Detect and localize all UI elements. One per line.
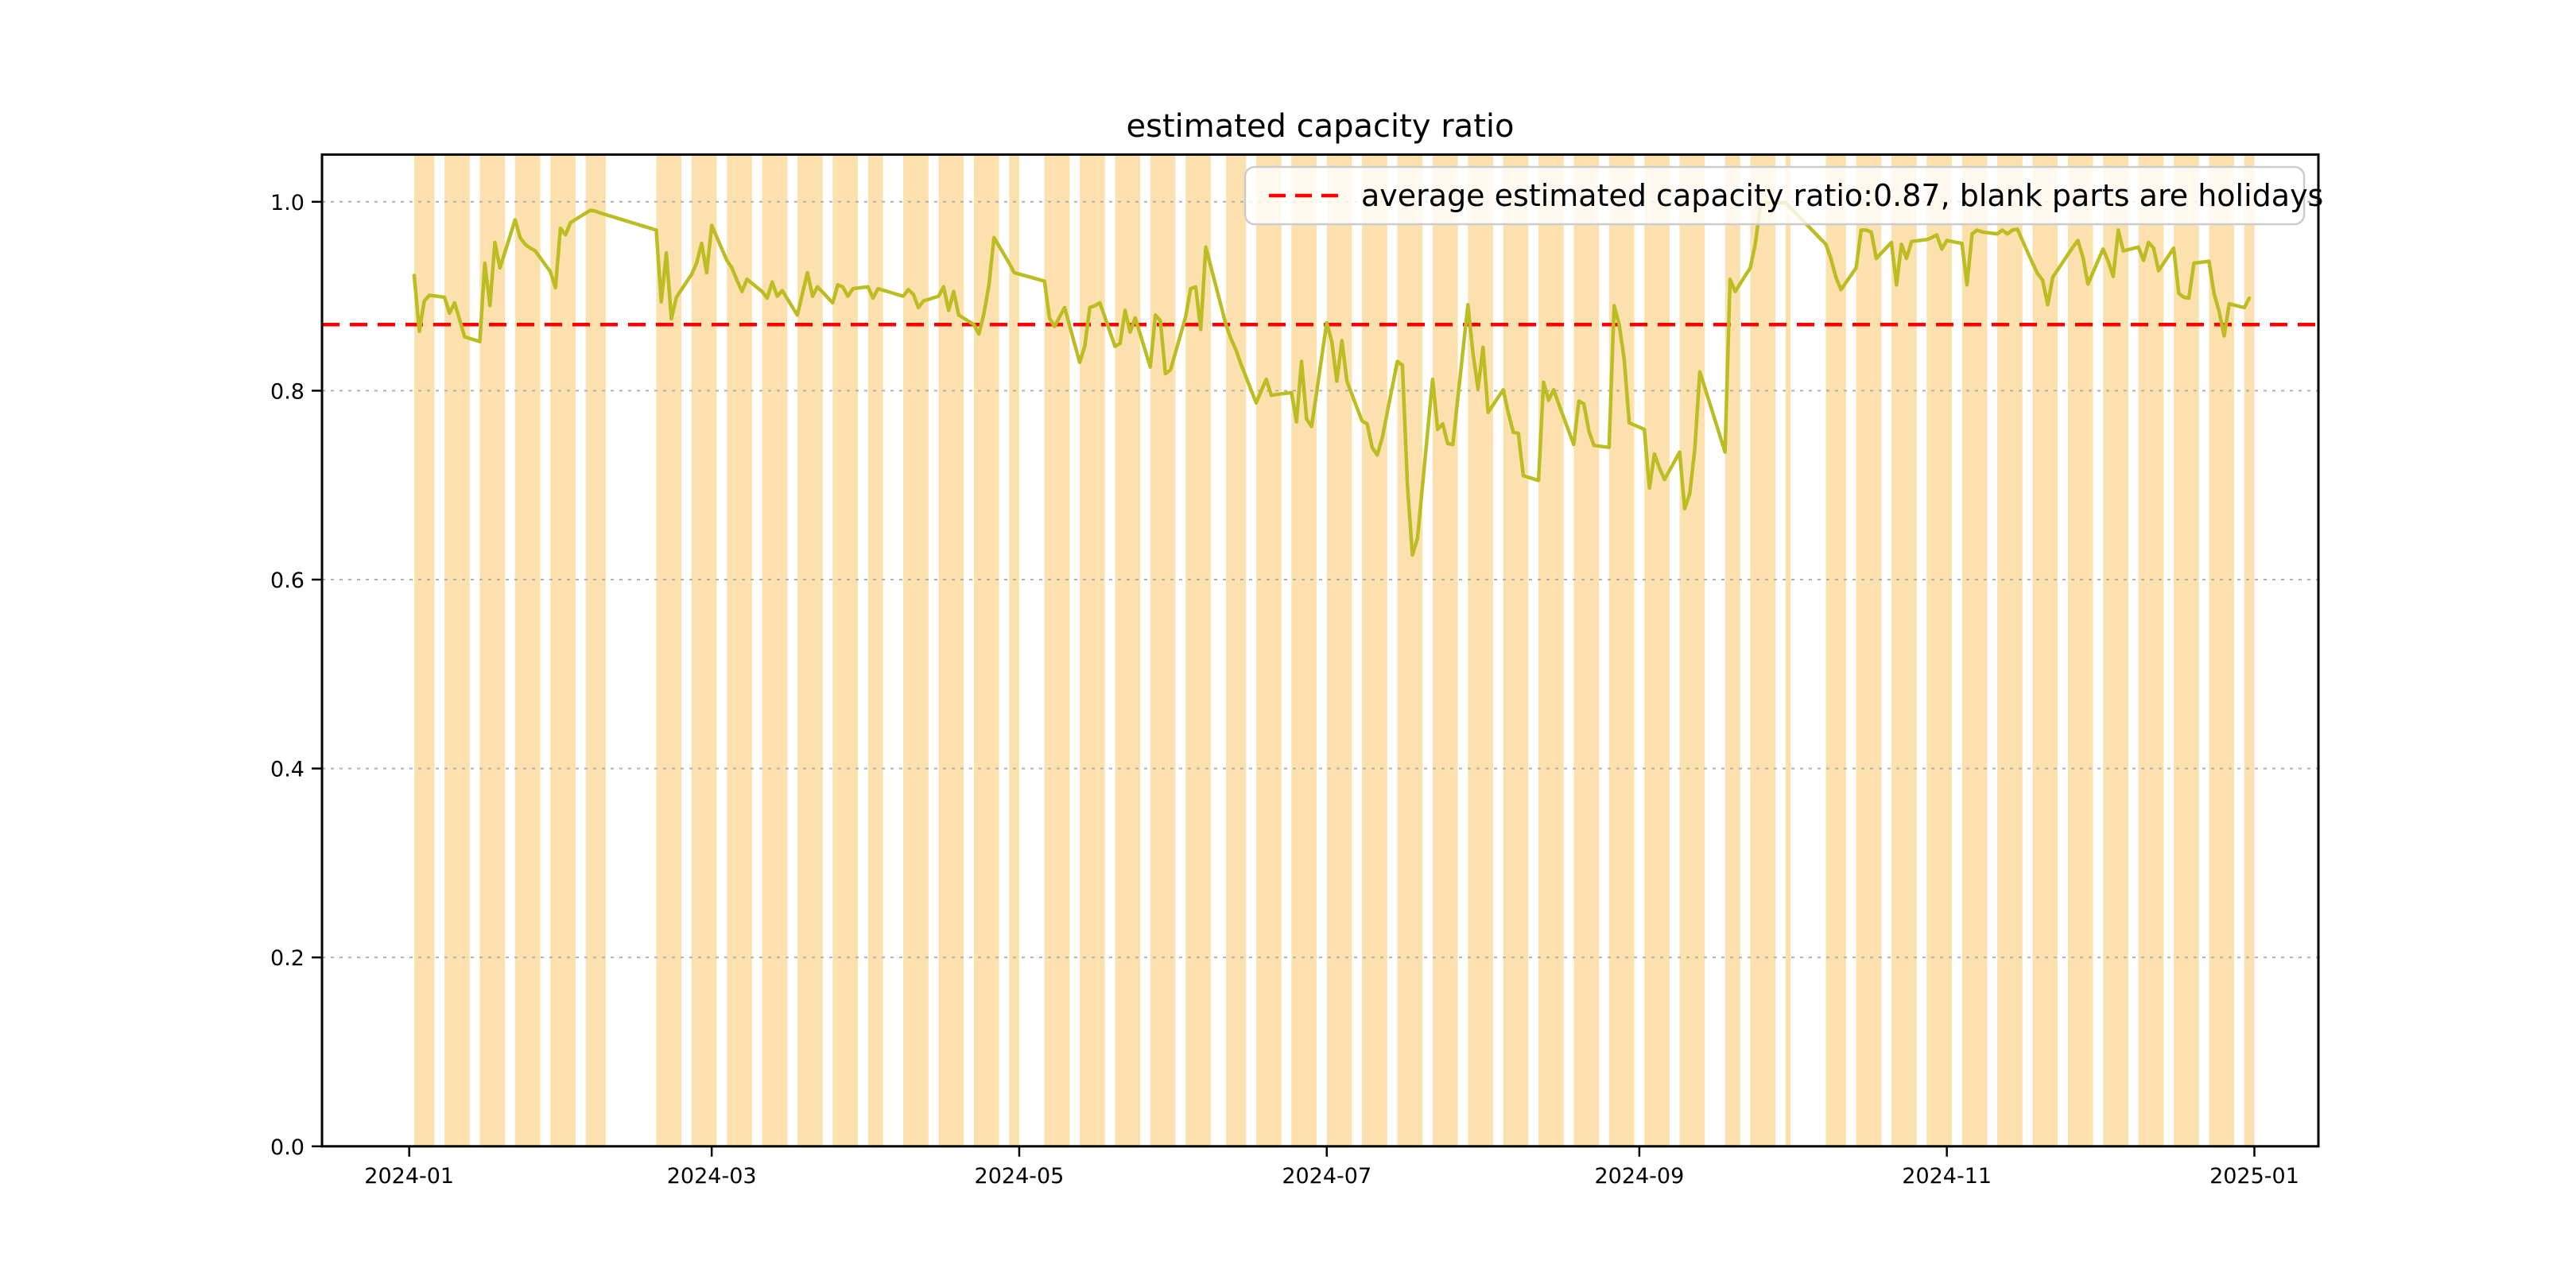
- holiday-week-band: [691, 154, 717, 1146]
- capacity-ratio-line: [412, 200, 2252, 557]
- holiday-week-band: [938, 154, 964, 1146]
- legend-box: [1243, 165, 2306, 226]
- holiday-week-band: [514, 154, 541, 1146]
- x-tick-label: 2025-01: [2209, 1164, 2299, 1189]
- x-axis-ticks-group: 2024-01 2024-03 2024-05 2024-07 2024-09 2024-…: [364, 1146, 2299, 1189]
- holiday-week-band: [1326, 154, 1352, 1146]
- holiday-week-band: [1150, 154, 1176, 1146]
- holiday-week-band: [1679, 154, 1705, 1146]
- holiday-week-band: [797, 154, 823, 1146]
- x-tick-label: 2024-03: [667, 1164, 757, 1189]
- legend: average estimated capacity ratio:0.87, b…: [1243, 165, 2323, 226]
- holiday-week-band: [1724, 154, 1740, 1146]
- x-tick-label: 2024-07: [1282, 1164, 1371, 1189]
- holiday-week-band: [1291, 154, 1317, 1146]
- holiday-week-band: [585, 154, 606, 1146]
- holiday-week-band: [1825, 154, 1846, 1146]
- holiday-week-band: [1573, 154, 1600, 1146]
- holiday-week-band: [973, 154, 999, 1146]
- holiday-week-band: [867, 154, 883, 1146]
- holiday-week-band: [444, 154, 470, 1146]
- holiday-week-band: [832, 154, 859, 1146]
- holiday-week-band: [727, 154, 752, 1146]
- holiday-week-band: [2103, 154, 2128, 1146]
- y-tick-label: 0.0: [270, 1135, 305, 1160]
- holiday-week-band: [1891, 154, 1917, 1146]
- holiday-week-band: [1397, 154, 1423, 1146]
- holiday-week-band: [1255, 154, 1282, 1146]
- holiday-week-band: [1225, 154, 1247, 1146]
- y-tick-label: 0.4: [270, 758, 305, 782]
- holiday-week-band: [762, 154, 788, 1146]
- holiday-week-band: [550, 154, 576, 1146]
- y-tick-label: 0.6: [270, 568, 305, 593]
- y-tick-label: 0.8: [270, 379, 305, 404]
- holiday-week-band: [1997, 154, 2023, 1146]
- plot-frame: [320, 153, 2320, 1148]
- holiday-week-band: [1608, 154, 1635, 1146]
- holiday-week-band: [656, 154, 682, 1146]
- series-group: [412, 200, 2252, 557]
- holiday-week-band: [903, 154, 929, 1146]
- holiday-week-band: [2138, 154, 2164, 1146]
- holiday-week-band: [1432, 154, 1458, 1146]
- y-tick-label: 1.0: [270, 191, 305, 215]
- holiday-week-band: [1009, 154, 1019, 1146]
- gridlines-group: [322, 200, 2318, 959]
- holiday-week-band: [2067, 154, 2093, 1146]
- holiday-week-band: [1856, 154, 1882, 1146]
- holiday-week-band: [1750, 154, 1776, 1146]
- holiday-week-band: [2244, 154, 2255, 1146]
- x-tick-label: 2024-05: [975, 1164, 1065, 1189]
- holiday-week-band: [1926, 154, 1953, 1146]
- holiday-week-band: [2174, 154, 2199, 1146]
- holiday-week-band: [1468, 154, 1493, 1146]
- chart-title: estimated capacity ratio: [1127, 108, 1515, 145]
- holiday-week-band: [2032, 154, 2058, 1146]
- y-tick-label: 0.2: [270, 946, 305, 971]
- holiday-week-band: [1538, 154, 1564, 1146]
- holiday-week-band: [1503, 154, 1529, 1146]
- holiday-week-band: [479, 154, 506, 1146]
- y-axis-ticks-group: 0.0 0.2 0.4 0.6 0.8 1.0: [270, 191, 322, 1160]
- x-tick-label: 2024-01: [364, 1164, 454, 1189]
- x-tick-label: 2024-09: [1594, 1164, 1684, 1189]
- holiday-week-band: [1362, 154, 1387, 1146]
- x-tick-label: 2024-11: [1902, 1164, 1992, 1189]
- holiday-week-band: [1644, 154, 1670, 1146]
- holiday-bands-group: [414, 154, 2255, 1146]
- holiday-week-band: [1080, 154, 1105, 1146]
- legend-label: average estimated capacity ratio:0.87, b…: [1361, 178, 2323, 213]
- holiday-week-band: [1115, 154, 1141, 1146]
- holiday-week-band: [1961, 154, 1988, 1146]
- holiday-week-band: [1785, 154, 1791, 1146]
